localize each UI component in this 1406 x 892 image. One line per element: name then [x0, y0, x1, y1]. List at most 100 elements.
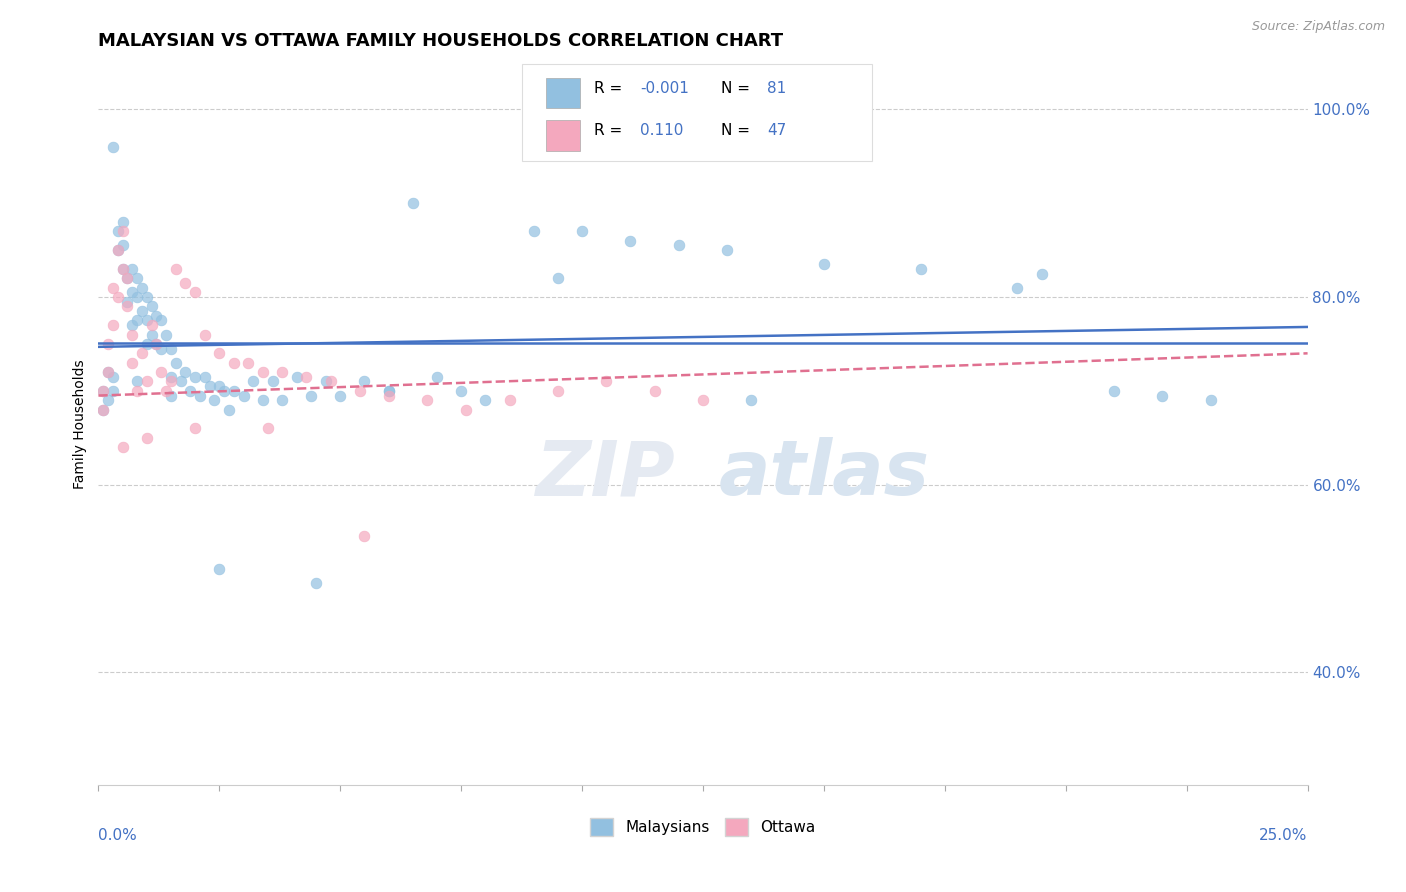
Point: [121, 261, 143, 276]
Point: [111, 261, 134, 276]
Point: [1007, 280, 1029, 294]
Point: [107, 243, 129, 257]
Point: [910, 261, 932, 276]
Point: [135, 337, 157, 351]
Point: [271, 393, 294, 408]
Point: [450, 384, 472, 398]
Point: [111, 440, 134, 454]
Text: Source: ZipAtlas.com: Source: ZipAtlas.com: [1251, 20, 1385, 33]
Point: [141, 327, 163, 342]
Point: [101, 384, 124, 398]
Point: [107, 243, 129, 257]
Point: [135, 290, 157, 304]
Point: [184, 285, 207, 300]
Text: R =: R =: [595, 123, 627, 138]
Point: [135, 431, 157, 445]
Point: [97, 393, 120, 408]
Point: [668, 238, 690, 252]
Text: MALAYSIAN VS OTTAWA FAMILY HOUSEHOLDS CORRELATION CHART: MALAYSIAN VS OTTAWA FAMILY HOUSEHOLDS CO…: [98, 32, 783, 50]
Point: [107, 290, 129, 304]
Point: [262, 375, 284, 389]
Point: [402, 196, 425, 211]
Point: [121, 318, 143, 333]
Point: [271, 365, 294, 379]
Point: [127, 313, 149, 327]
Point: [523, 224, 546, 238]
Point: [295, 369, 318, 384]
Point: [101, 140, 124, 154]
Point: [160, 375, 183, 389]
Point: [184, 369, 207, 384]
Point: [135, 375, 157, 389]
Point: [150, 342, 173, 356]
Point: [208, 346, 231, 360]
Point: [319, 375, 342, 389]
Point: [117, 271, 139, 285]
Point: [377, 384, 399, 398]
Point: [131, 346, 153, 360]
Point: [91, 384, 114, 398]
Point: [232, 388, 254, 402]
Text: N =: N =: [721, 123, 755, 138]
Point: [252, 365, 274, 379]
Point: [121, 285, 143, 300]
Point: [184, 421, 207, 435]
Point: [474, 393, 496, 408]
Point: [454, 402, 477, 417]
Legend: Malaysians, Ottawa: Malaysians, Ottawa: [585, 812, 821, 842]
Point: [91, 384, 114, 398]
Point: [131, 304, 153, 318]
Point: [117, 300, 139, 314]
Point: [155, 327, 177, 342]
Point: [426, 369, 449, 384]
Point: [329, 388, 352, 402]
Point: [165, 261, 187, 276]
Y-axis label: Family Households: Family Households: [73, 359, 87, 489]
Text: 25.0%: 25.0%: [1260, 829, 1308, 843]
Point: [1199, 393, 1222, 408]
Point: [141, 300, 163, 314]
Point: [135, 313, 157, 327]
Point: [155, 384, 177, 398]
Point: [141, 318, 163, 333]
Point: [127, 384, 149, 398]
Point: [498, 393, 520, 408]
Point: [716, 243, 738, 257]
Text: R =: R =: [595, 81, 627, 95]
Point: [101, 369, 124, 384]
Point: [127, 271, 149, 285]
Point: [150, 313, 173, 327]
Point: [160, 388, 183, 402]
Point: [222, 384, 245, 398]
Point: [111, 224, 134, 238]
Point: [131, 280, 153, 294]
Point: [111, 261, 134, 276]
Point: [242, 375, 264, 389]
Text: ZIP: ZIP: [537, 437, 676, 511]
Point: [91, 402, 114, 417]
Text: 81: 81: [768, 81, 786, 95]
Point: [179, 384, 201, 398]
Point: [194, 327, 217, 342]
Point: [127, 290, 149, 304]
Point: [238, 356, 260, 370]
Point: [174, 365, 197, 379]
Point: [377, 388, 399, 402]
Point: [218, 402, 240, 417]
Point: [595, 375, 617, 389]
Point: [107, 224, 129, 238]
Point: [1031, 267, 1053, 281]
Point: [169, 375, 191, 389]
Point: [127, 375, 149, 389]
Point: [252, 393, 274, 408]
Point: [91, 402, 114, 417]
Point: [101, 280, 124, 294]
Text: 0.110: 0.110: [640, 123, 683, 138]
Point: [740, 393, 762, 408]
Point: [1102, 384, 1125, 398]
Text: N =: N =: [721, 81, 755, 95]
Point: [204, 393, 226, 408]
Point: [121, 356, 143, 370]
Point: [160, 342, 183, 356]
Point: [97, 365, 120, 379]
